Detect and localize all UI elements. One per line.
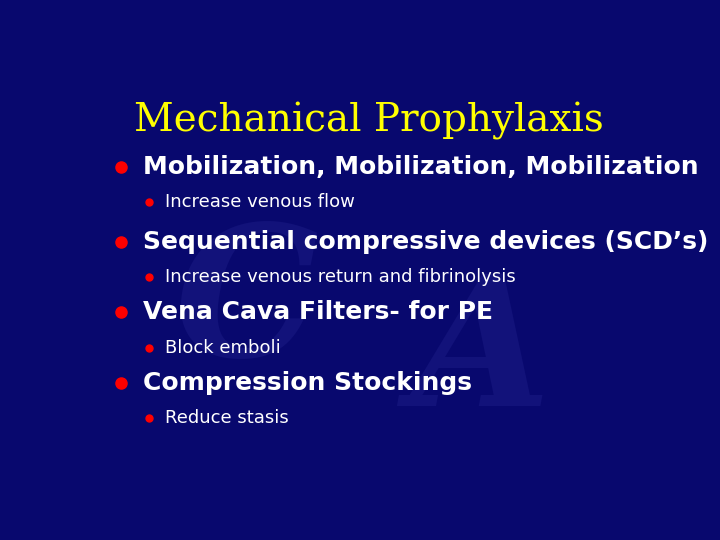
Text: C: C [174,218,318,394]
Text: Sequential compressive devices (SCD’s): Sequential compressive devices (SCD’s) [143,230,708,253]
Text: Increase venous return and fibrinolysis: Increase venous return and fibrinolysis [166,268,516,286]
Text: Increase venous flow: Increase venous flow [166,193,355,211]
Text: Block emboli: Block emboli [166,339,281,356]
Text: Vena Cava Filters- for PE: Vena Cava Filters- for PE [143,300,493,324]
Text: Reduce stasis: Reduce stasis [166,409,289,427]
Text: Mechanical Prophylaxis: Mechanical Prophylaxis [134,102,604,140]
Text: Compression Stockings: Compression Stockings [143,371,472,395]
Text: A: A [410,268,551,444]
Text: Mobilization, Mobilization, Mobilization: Mobilization, Mobilization, Mobilization [143,154,698,179]
